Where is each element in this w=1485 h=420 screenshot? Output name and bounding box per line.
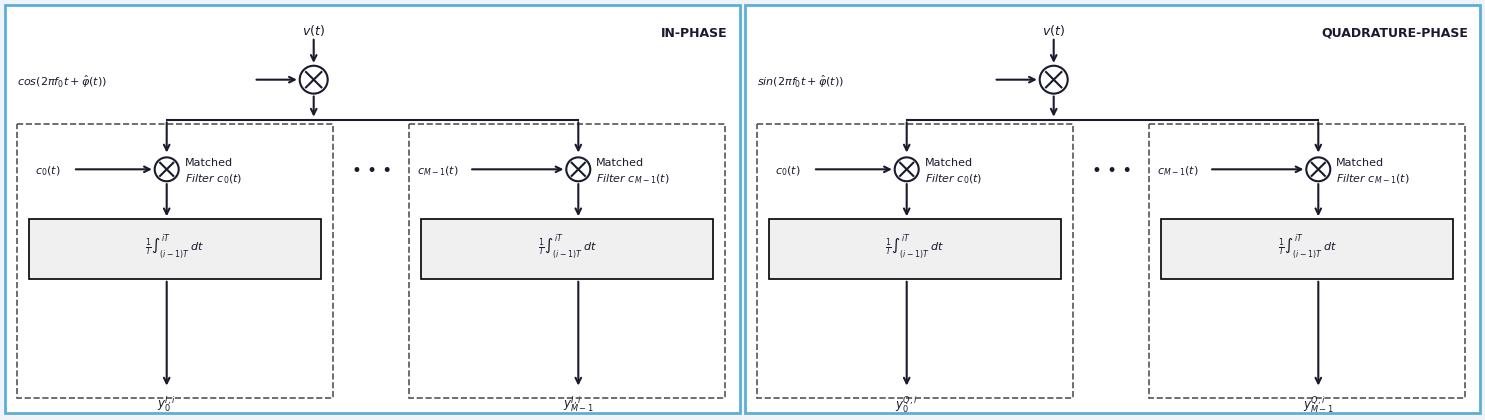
- Text: $sin(2\pi f_0t + \hat{\varphi}(t))$: $sin(2\pi f_0t + \hat{\varphi}(t))$: [757, 74, 843, 90]
- FancyBboxPatch shape: [422, 219, 713, 279]
- Text: $\frac{1}{T}\int_{(i-1)T}^{iT}\ dt$: $\frac{1}{T}\int_{(i-1)T}^{iT}\ dt$: [538, 231, 597, 260]
- Text: $c_0(t)$: $c_0(t)$: [775, 165, 800, 178]
- FancyBboxPatch shape: [30, 219, 321, 279]
- Text: $c_{M-1}(t)$: $c_{M-1}(t)$: [1157, 165, 1198, 178]
- Text: Filter $c_0(t)$: Filter $c_0(t)$: [184, 173, 242, 186]
- FancyBboxPatch shape: [745, 5, 1481, 413]
- Text: Filter $c_{M-1}(t)$: Filter $c_{M-1}(t)$: [597, 173, 670, 186]
- Text: $cos(2\pi f_0t + \hat{\varphi}(t))$: $cos(2\pi f_0t + \hat{\varphi}(t))$: [16, 74, 107, 90]
- Text: Matched: Matched: [184, 158, 233, 168]
- Text: $y_0^{Q,i}$: $y_0^{Q,i}$: [895, 394, 918, 415]
- Text: IN-PHASE: IN-PHASE: [661, 27, 728, 40]
- Text: $y_0^{I,i}$: $y_0^{I,i}$: [157, 394, 177, 414]
- Text: Matched: Matched: [925, 158, 973, 168]
- Text: $c_0(t)$: $c_0(t)$: [36, 165, 61, 178]
- Text: Filter $c_{M-1}(t)$: Filter $c_{M-1}(t)$: [1336, 173, 1409, 186]
- Text: QUADRATURE-PHASE: QUADRATURE-PHASE: [1322, 27, 1469, 40]
- Text: $y_{M-1}^{Q,i}$: $y_{M-1}^{Q,i}$: [1302, 394, 1334, 415]
- Text: Matched: Matched: [1336, 158, 1384, 168]
- Text: Matched: Matched: [597, 158, 644, 168]
- FancyBboxPatch shape: [4, 5, 740, 413]
- Text: • • •: • • •: [1093, 162, 1133, 180]
- Text: $\frac{1}{T}\int_{(i-1)T}^{iT}\ dt$: $\frac{1}{T}\int_{(i-1)T}^{iT}\ dt$: [146, 231, 205, 260]
- FancyBboxPatch shape: [1161, 219, 1454, 279]
- Text: $\frac{1}{T}\int_{(i-1)T}^{iT}\ dt$: $\frac{1}{T}\int_{(i-1)T}^{iT}\ dt$: [885, 231, 944, 260]
- Text: $\frac{1}{T}\int_{(i-1)T}^{iT}\ dt$: $\frac{1}{T}\int_{(i-1)T}^{iT}\ dt$: [1277, 231, 1336, 260]
- Text: $v(t)$: $v(t)$: [303, 23, 325, 38]
- FancyBboxPatch shape: [769, 219, 1062, 279]
- Text: Filter $c_0(t)$: Filter $c_0(t)$: [925, 173, 982, 186]
- Text: • • •: • • •: [352, 162, 392, 180]
- Text: $y_{M-1}^{I,i}$: $y_{M-1}^{I,i}$: [563, 394, 594, 414]
- Text: $v(t)$: $v(t)$: [1042, 23, 1065, 38]
- Text: $c_{M-1}(t)$: $c_{M-1}(t)$: [417, 165, 459, 178]
